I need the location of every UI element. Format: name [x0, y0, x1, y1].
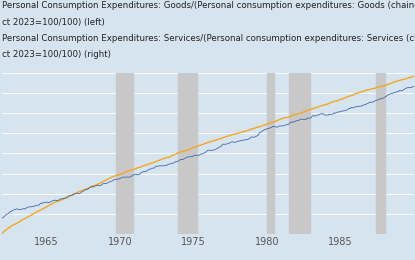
Text: ct 2023=100/100) (right): ct 2023=100/100) (right): [2, 50, 111, 59]
Text: ct 2023=100/100) (left): ct 2023=100/100) (left): [2, 18, 105, 27]
Text: Personal Consumption Expenditures: Services/(Personal consumption expenditures: : Personal Consumption Expenditures: Servi…: [2, 34, 415, 43]
Bar: [289, 73, 310, 234]
Text: Personal Consumption Expenditures: Goods/(Personal consumption expenditures: Goo: Personal Consumption Expenditures: Goods…: [2, 1, 415, 10]
Bar: [267, 73, 274, 234]
Bar: [116, 73, 133, 234]
Bar: [376, 73, 385, 234]
Bar: [178, 73, 197, 234]
